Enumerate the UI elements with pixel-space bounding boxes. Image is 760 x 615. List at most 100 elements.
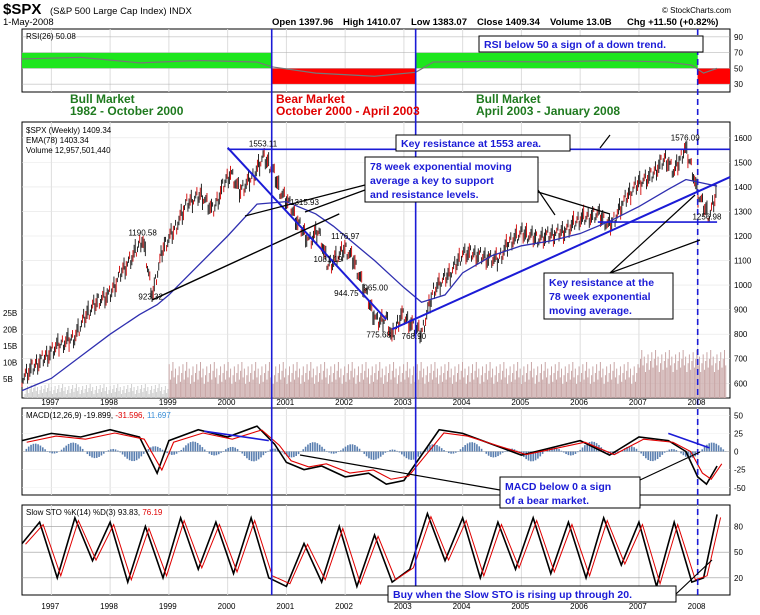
price-point-label: 1190.58	[128, 228, 157, 237]
rsi-note: RSI below 50 a sign of a down trend.	[484, 39, 666, 51]
price-point-label: 965.00	[363, 284, 388, 293]
quote-open: Open 1397.96	[272, 17, 333, 28]
macd-tick-label: 50	[734, 411, 743, 420]
quote-volume: Volume 13.0B	[550, 17, 612, 28]
price-legend: $SPX (Weekly) 1409.34	[26, 126, 112, 135]
quote-date: 1-May-2008	[3, 17, 54, 28]
volume-tick-label: 25B	[3, 309, 17, 318]
ema-resistance-line: moving average.	[549, 305, 632, 317]
sto-tick-label: 20	[734, 574, 743, 583]
year-label-bottom: 2003	[394, 602, 412, 611]
symbol: $SPX	[3, 1, 41, 18]
market-period-bull: April 2003 - January 2008	[476, 104, 620, 118]
price-point-label: 1081.19	[314, 255, 343, 264]
ema-resistance-line: 78 week exponential	[549, 291, 651, 303]
macd-tick-label: 0	[734, 448, 739, 457]
market-title-bear: Bear Market	[276, 92, 345, 106]
bear-trend-line	[226, 146, 388, 321]
year-label-mid: 2007	[629, 398, 647, 407]
quote-close: Close 1409.34	[477, 17, 541, 28]
macd-tick-label: 25	[734, 429, 743, 438]
price-point-label: 1576.09	[671, 134, 700, 143]
rsi-tick-label: 30	[734, 80, 743, 89]
quote-low: Low 1383.07	[411, 17, 467, 28]
rsi-tick-label: 90	[734, 33, 743, 42]
year-label-bottom: 1999	[159, 602, 177, 611]
price-tick-label: 900	[734, 306, 748, 315]
year-label-bottom: 1997	[41, 602, 59, 611]
ema-note-line: average a key to support	[370, 175, 494, 187]
year-label-bottom: 2001	[276, 602, 294, 611]
market-title-bull: Bull Market	[476, 92, 541, 106]
price-point-label: 944.75	[334, 289, 359, 298]
sto-d-line	[25, 515, 722, 586]
price-point-label: 1176.97	[331, 232, 360, 241]
volume-tick-label: 5B	[3, 375, 13, 384]
price-tick-label: 1100	[734, 257, 752, 266]
price-tick-label: 1200	[734, 232, 752, 241]
price-tick-label: 600	[734, 379, 748, 388]
price-tick-label: 700	[734, 355, 748, 364]
annotation-pointer	[639, 451, 701, 481]
sto-panel-frame	[21, 504, 731, 596]
volume-tick-label: 10B	[3, 359, 17, 368]
macd-hist-legend: 11.697	[147, 411, 171, 420]
year-label-bottom: 2000	[218, 602, 236, 611]
year-label-bottom: 2008	[688, 602, 706, 611]
price-tick-label: 800	[734, 330, 748, 339]
volume-tick-label: 20B	[3, 326, 17, 335]
price-point-label: 1315.93	[290, 198, 319, 207]
annotation-pointer	[537, 191, 611, 215]
ema-line	[21, 178, 718, 392]
rsi-bear-band	[697, 68, 730, 85]
price-tick-label: 1600	[734, 134, 752, 143]
price-point-label: 775.68	[366, 330, 391, 339]
year-label-mid: 2006	[570, 398, 588, 407]
market-title-bull: Bull Market	[70, 92, 135, 106]
year-label-mid: 2004	[453, 398, 471, 407]
year-label-mid: 2000	[218, 398, 236, 407]
volume-tick-label: 15B	[3, 342, 17, 351]
ema-legend: EMA(78) 1403.34	[26, 136, 89, 145]
price-tick-label: 1300	[734, 207, 752, 216]
year-label-bottom: 2004	[453, 602, 471, 611]
year-label-mid: 1997	[41, 398, 59, 407]
ema-note-line: and resistance levels.	[370, 189, 479, 201]
market-period-bear: October 2000 - April 2003	[276, 104, 420, 118]
quote-high: High 1410.07	[343, 17, 401, 28]
ema-resistance-box	[543, 272, 674, 320]
watermark: © StockCharts.com	[662, 6, 731, 15]
annotation-pointer	[675, 559, 713, 595]
key-resistance-note: Key resistance at 1553 area.	[401, 138, 541, 150]
rsi-tick-label: 70	[734, 49, 743, 58]
sto-note: Buy when the Slow STO is rising up throu…	[393, 589, 632, 601]
rsi-bear-band	[271, 68, 416, 85]
annotation-pointer	[244, 184, 366, 217]
key-resistance-box	[395, 134, 571, 152]
year-label-bottom: 2002	[335, 602, 353, 611]
year-label-mid: 2001	[276, 398, 294, 407]
ema-note-box	[364, 156, 539, 203]
year-label-mid: 2002	[335, 398, 353, 407]
ema-note-line: 78 week exponential moving	[370, 161, 512, 173]
macd-note-line: MACD below 0 a sign	[505, 481, 611, 493]
year-label-mid: 1998	[100, 398, 118, 407]
macd-signal-line	[26, 429, 723, 480]
sto-tick-label: 80	[734, 522, 743, 531]
pointer-line	[152, 213, 340, 301]
sto-tick-label: 50	[734, 548, 743, 557]
macd-tick-label: -50	[734, 484, 746, 493]
price-tick-label: 1500	[734, 158, 752, 167]
year-label-mid: 2005	[511, 398, 529, 407]
price-point-label: 1256.98	[692, 212, 721, 221]
sto-k-line	[21, 511, 718, 590]
rsi-note-box	[478, 35, 704, 53]
year-label-mid: 2008	[688, 398, 706, 407]
macd-signal-legend: -31.596,	[115, 411, 147, 420]
price-point-label: 768.90	[402, 332, 427, 341]
macd-tick-label: -25	[734, 466, 746, 475]
macd-note-line: of a bear market.	[505, 495, 589, 507]
macd-trend-line	[668, 432, 710, 449]
annotation-pointer	[537, 189, 556, 216]
